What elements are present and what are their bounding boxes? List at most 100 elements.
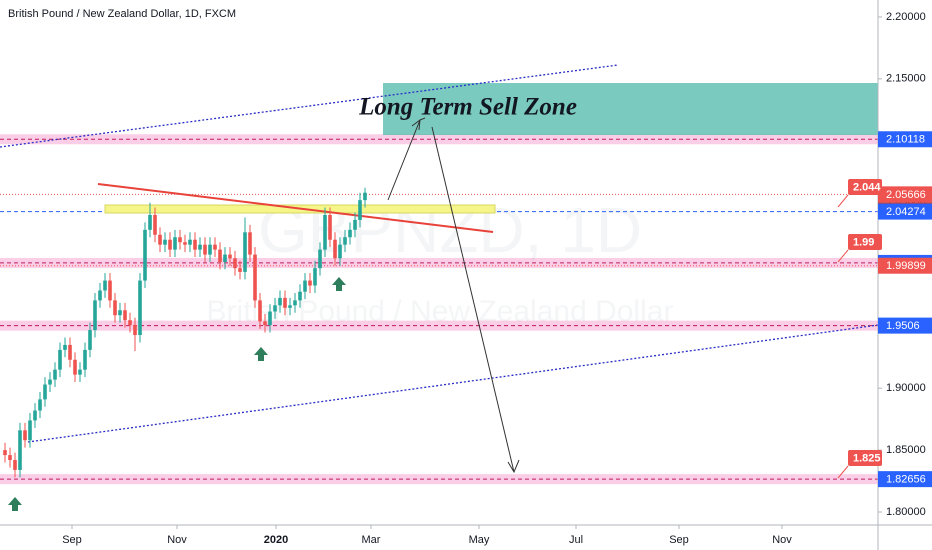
candle-body	[328, 214, 332, 240]
callout-box	[848, 450, 882, 466]
candle-body	[198, 244, 202, 250]
candle-body	[363, 192, 367, 201]
price-label-box	[878, 186, 932, 203]
x-tick-label: Jul	[569, 534, 583, 546]
candle-body	[48, 379, 52, 385]
sell-zone	[383, 83, 878, 135]
price-label-box	[878, 131, 932, 148]
levels	[0, 134, 878, 485]
candle-body	[148, 214, 152, 230]
x-tick-label: Nov	[167, 534, 187, 546]
candle-body	[63, 344, 67, 350]
candle-body	[118, 310, 122, 316]
candle-body	[143, 229, 147, 281]
candle-body	[33, 410, 37, 421]
candle-body	[298, 291, 302, 301]
candle-body	[228, 254, 232, 259]
price-label: 2.04274	[886, 206, 926, 218]
axes: 1.800001.850001.900001.950002.000002.050…	[62, 11, 932, 546]
candle-body	[163, 239, 167, 245]
candle-body	[303, 280, 307, 292]
candle-body	[38, 399, 42, 411]
callout-pointer	[837, 465, 849, 479]
candle-body	[28, 420, 32, 441]
candle-body	[188, 239, 192, 245]
candle-body	[308, 280, 312, 286]
candle-body	[83, 349, 87, 370]
candle-body	[333, 239, 337, 259]
candle-body	[133, 325, 137, 336]
y-tick-label: 1.85000	[886, 444, 926, 456]
candle-body	[13, 460, 17, 470]
y-tick-label: 1.90000	[886, 382, 926, 394]
trend-line	[97, 183, 494, 233]
candle-body	[128, 320, 132, 326]
green-arrow	[8, 497, 22, 511]
price-label-box	[878, 203, 932, 220]
candle-body	[173, 237, 177, 250]
channel-bottom	[27, 324, 879, 443]
candle-body	[168, 239, 172, 250]
candle-body	[278, 297, 282, 306]
candle-body	[323, 214, 327, 250]
chart-title: British Pound / New Zealand Dollar, 1D, …	[8, 8, 236, 20]
candle-body	[348, 229, 352, 238]
candle-body	[103, 280, 107, 291]
candle-body	[218, 249, 222, 263]
x-tick-label: May	[469, 534, 490, 546]
price-label: 1.9506	[886, 320, 920, 332]
level-band	[0, 474, 878, 485]
candle-body	[313, 268, 317, 286]
candle-body	[3, 450, 7, 456]
candle-body	[223, 254, 227, 263]
candle-body	[233, 258, 237, 269]
price-label: 2.10118	[886, 134, 925, 146]
price-label: 2.05666	[886, 189, 926, 201]
candles	[3, 187, 367, 478]
candle-body	[208, 244, 212, 255]
x-tick-label: Sep	[62, 534, 82, 546]
candle-body	[343, 237, 347, 245]
candle-body	[123, 310, 127, 321]
candle-body	[113, 300, 117, 316]
price-label-box	[878, 317, 932, 334]
callout-label: 2.044	[853, 181, 881, 193]
arrow-down	[431, 126, 520, 474]
candle-body	[258, 300, 262, 322]
candle-body	[88, 330, 92, 350]
arrow-up	[387, 117, 426, 201]
candle-body	[213, 244, 217, 250]
candle-body	[318, 249, 322, 269]
x-tick-label: Sep	[669, 534, 689, 546]
candle-body	[138, 280, 142, 336]
candle-body	[358, 200, 362, 220]
candle-body	[273, 305, 277, 312]
annotation: Long Term Sell Zone	[358, 94, 577, 121]
candle-body	[293, 300, 297, 306]
callout-box	[848, 234, 882, 250]
x-tick-label: 2020	[264, 534, 288, 546]
candle-body	[268, 311, 272, 326]
candle-body	[193, 239, 197, 250]
candle-body	[78, 369, 82, 375]
candle-body	[98, 290, 102, 301]
candle-body	[158, 234, 162, 245]
candle-body	[43, 384, 47, 400]
candle-body	[248, 232, 252, 255]
callout-label: 1.825	[853, 452, 881, 464]
price-label-box	[878, 471, 932, 488]
candle-body	[58, 349, 62, 370]
price-label: 1.82656	[886, 474, 926, 486]
candle-body	[338, 244, 342, 259]
candle-body	[203, 244, 207, 255]
callout-label: 1.99	[853, 236, 874, 248]
green-arrow	[254, 347, 268, 361]
y-tick-label: 2.15000	[886, 73, 926, 85]
candle-body	[243, 232, 247, 272]
price-label-box	[878, 257, 932, 274]
level-band	[0, 257, 878, 268]
candle-body	[238, 268, 242, 272]
y-tick-label: 2.20000	[886, 11, 926, 23]
candle-body	[23, 430, 27, 441]
